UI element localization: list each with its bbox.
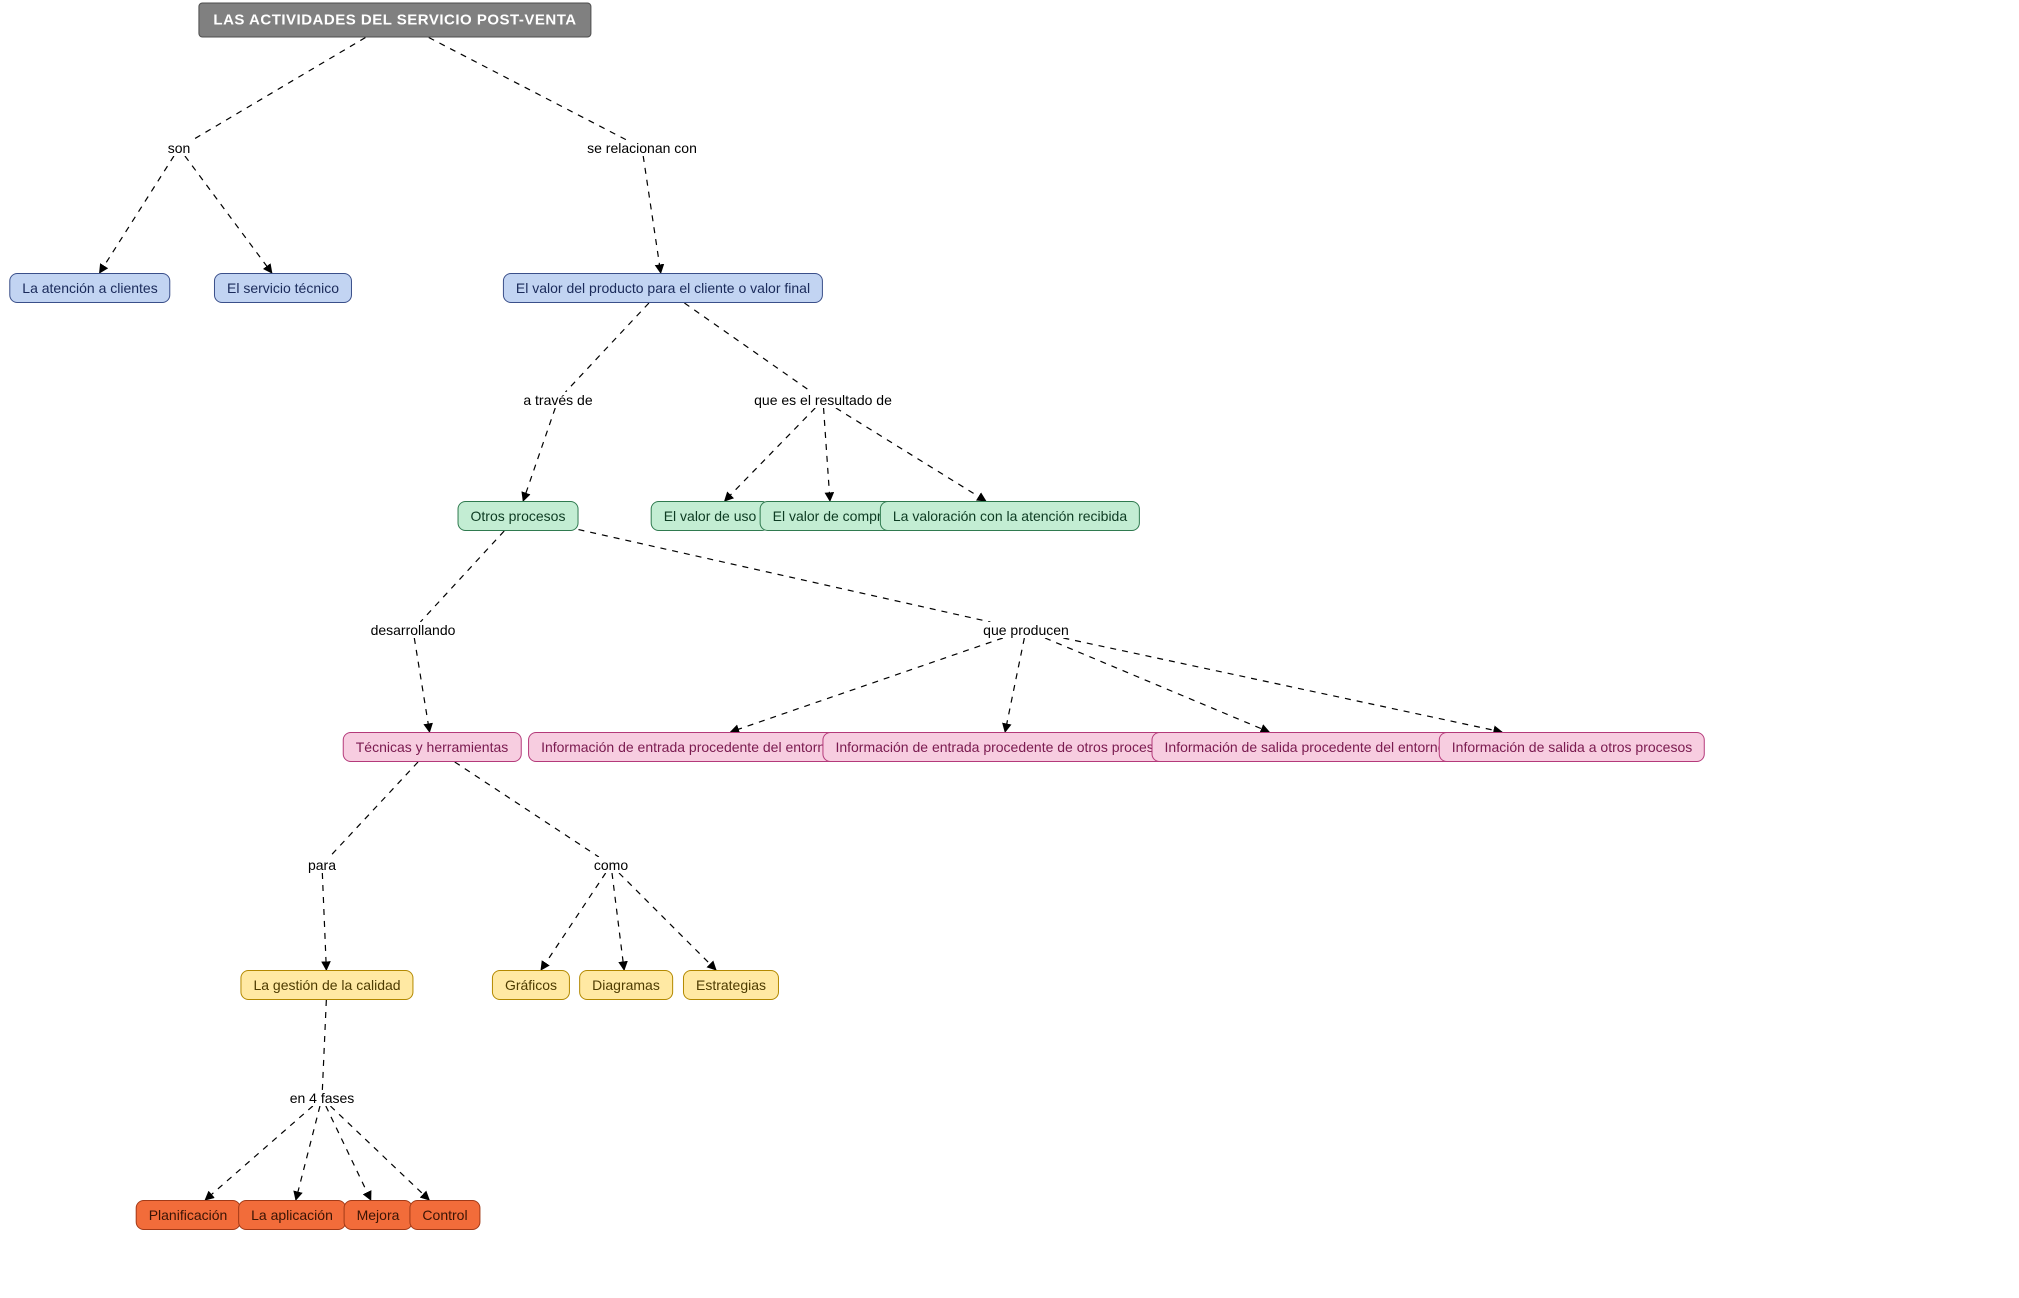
- edge-label-l_desarr: desarrollando: [369, 622, 458, 638]
- node-n_plan: Planificación: [136, 1200, 241, 1230]
- node-n_tecnico: El servicio técnico: [214, 273, 352, 303]
- node-n_valat: La valoración con la atención recibida: [880, 501, 1140, 531]
- node-n_control: Control: [409, 1200, 480, 1230]
- edge-l_result-to-n_valat: [836, 408, 986, 501]
- edge-l_prod-to-n_infoent: [730, 638, 1002, 732]
- edge-l_son-to-n_atencion: [100, 156, 174, 273]
- edge-root-to-l_son: [192, 38, 365, 141]
- edge-l_prod-to-n_infosalop: [1063, 638, 1502, 732]
- node-n_gestion: La gestión de la calidad: [240, 970, 413, 1000]
- edge-label-l_fases: en 4 fases: [288, 1090, 357, 1106]
- edge-l_fases-to-n_control: [330, 1106, 429, 1200]
- edge-l_fases-to-n_plan: [205, 1106, 313, 1200]
- edge-label-l_result: que es el resultado de: [752, 392, 894, 408]
- edge-label-l_son: son: [166, 140, 193, 156]
- edge-l_result-to-n_valcompra: [824, 408, 830, 501]
- node-n_estrat: Estrategias: [683, 970, 779, 1000]
- node-n_infoentop: Información de entrada procedente de otr…: [822, 732, 1181, 762]
- node-n_infosalop: Información de salida a otros procesos: [1439, 732, 1705, 762]
- node-n_otros: Otros procesos: [458, 501, 579, 531]
- edge-n_gestion-to-l_fases: [322, 1000, 326, 1090]
- node-n_valuso: El valor de uso: [651, 501, 770, 531]
- edge-n_otros-to-l_desarr: [420, 531, 504, 622]
- edge-n_tecnicas-to-l_como: [455, 762, 599, 857]
- node-root: LAS ACTIVIDADES DEL SERVICIO POST-VENTA: [198, 3, 591, 38]
- edge-n_otros-to-l_prod: [578, 530, 990, 622]
- node-n_infosal: Información de salida procedente del ent…: [1152, 732, 1459, 762]
- edge-l_prod-to-n_infoentop: [1005, 638, 1024, 732]
- edge-l_son-to-n_tecnico: [185, 156, 272, 273]
- edge-l_como-to-n_estrat: [619, 873, 716, 970]
- edge-l_rel-to-n_valorprod: [643, 156, 661, 273]
- edge-l_prod-to-n_infosal: [1045, 638, 1269, 732]
- edge-label-l_como: como: [592, 857, 630, 873]
- node-n_tecnicas: Técnicas y herramientas: [343, 732, 522, 762]
- concept-map-canvas: LAS ACTIVIDADES DEL SERVICIO POST-VENTA L…: [0, 0, 2019, 1298]
- node-n_graficos: Gráficos: [492, 970, 570, 1000]
- edge-n_tecnicas-to-l_para: [329, 762, 418, 857]
- node-n_mejora: Mejora: [344, 1200, 413, 1230]
- edge-l_atraves-to-n_otros: [523, 408, 555, 501]
- node-n_valorprod: El valor del producto para el cliente o …: [503, 273, 823, 303]
- edge-root-to-l_rel: [429, 38, 627, 141]
- edge-l_para-to-n_gestion: [322, 873, 326, 970]
- edge-label-l_atraves: a través de: [521, 392, 594, 408]
- edge-label-l_rel: se relacionan con: [585, 140, 699, 156]
- node-n_infoent: Información de entrada procedente del en…: [528, 732, 846, 762]
- edge-l_fases-to-n_mejora: [326, 1106, 371, 1200]
- edge-l_fases-to-n_aplic: [296, 1106, 320, 1200]
- edge-label-l_prod: que producen: [981, 622, 1071, 638]
- node-n_aplic: La aplicación: [238, 1200, 346, 1230]
- node-n_diagramas: Diagramas: [579, 970, 673, 1000]
- edge-l_desarr-to-n_tecnicas: [414, 638, 429, 732]
- node-n_atencion: La atención a clientes: [9, 273, 170, 303]
- edge-l_como-to-n_graficos: [541, 873, 606, 970]
- edge-l_como-to-n_diagramas: [612, 873, 624, 970]
- edge-l_result-to-n_valuso: [725, 408, 816, 501]
- edge-n_valorprod-to-l_atraves: [566, 303, 649, 392]
- edge-n_valorprod-to-l_result: [684, 303, 811, 392]
- edge-label-l_para: para: [306, 857, 338, 873]
